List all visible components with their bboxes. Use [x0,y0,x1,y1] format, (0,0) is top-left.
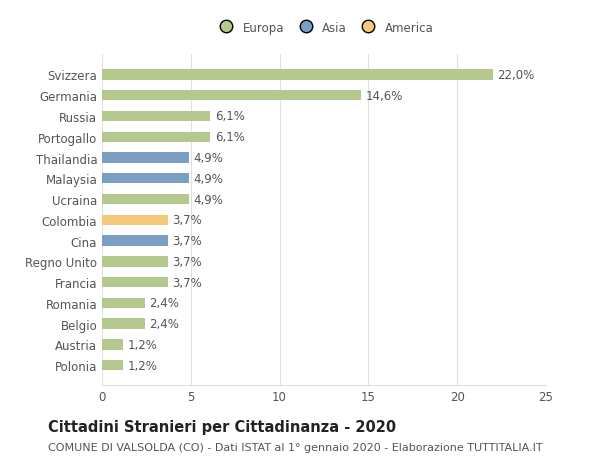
Text: 3,7%: 3,7% [172,255,202,268]
Text: COMUNE DI VALSOLDA (CO) - Dati ISTAT al 1° gennaio 2020 - Elaborazione TUTTITALI: COMUNE DI VALSOLDA (CO) - Dati ISTAT al … [48,442,542,452]
Text: 3,7%: 3,7% [172,235,202,247]
Text: 4,9%: 4,9% [193,193,223,206]
Bar [102,340,124,350]
Legend: Europa, Asia, America: Europa, Asia, America [211,18,437,38]
Bar [102,70,493,80]
Bar [102,195,189,205]
Text: 14,6%: 14,6% [366,90,403,102]
Bar [102,215,168,225]
Text: 22,0%: 22,0% [497,69,535,82]
Text: 6,1%: 6,1% [215,110,245,123]
Bar [102,112,211,122]
Bar [102,277,168,288]
Text: 3,7%: 3,7% [172,214,202,227]
Bar [102,236,168,246]
Bar [102,360,124,370]
Text: 1,2%: 1,2% [128,338,158,351]
Text: 6,1%: 6,1% [215,131,245,144]
Bar [102,319,145,329]
Bar [102,132,211,143]
Text: 2,4%: 2,4% [149,297,179,310]
Text: 4,9%: 4,9% [193,151,223,165]
Bar [102,91,361,101]
Bar [102,174,189,184]
Bar [102,298,145,308]
Text: 4,9%: 4,9% [193,173,223,185]
Bar [102,153,189,163]
Text: Cittadini Stranieri per Cittadinanza - 2020: Cittadini Stranieri per Cittadinanza - 2… [48,419,396,434]
Text: 2,4%: 2,4% [149,318,179,330]
Bar [102,257,168,267]
Text: 3,7%: 3,7% [172,276,202,289]
Text: 1,2%: 1,2% [128,359,158,372]
